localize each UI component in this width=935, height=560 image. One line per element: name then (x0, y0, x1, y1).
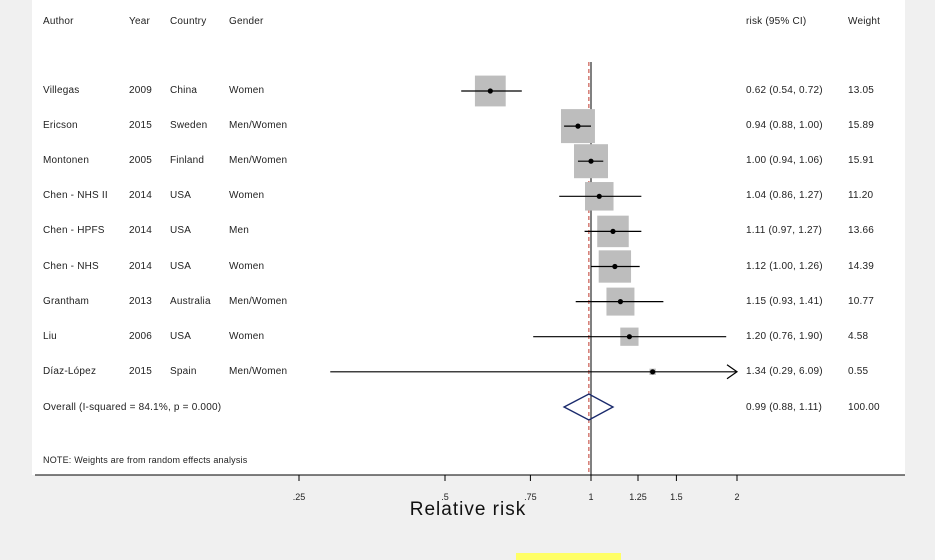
study-country: Sweden (170, 120, 208, 132)
overall-label: Overall (I-squared = 84.1%, p = 0.000) (43, 402, 222, 413)
study-year: 2014 (129, 260, 153, 272)
point-estimate (626, 334, 633, 340)
point-estimate (575, 123, 581, 129)
x-tick-label: 1.25 (629, 492, 647, 502)
study-country: USA (170, 260, 192, 272)
header-year: Year (129, 16, 151, 27)
study-gender: Men (229, 225, 250, 237)
study-gender: Men/Women (229, 295, 288, 307)
overall-ci-text: 0.99 (0.88, 1.11) (746, 402, 823, 413)
point-estimate (612, 263, 618, 270)
study-ci-text: 1.12 (1.00, 1.26) (746, 260, 823, 272)
study-country: USA (170, 225, 192, 237)
x-tick-label: 1 (588, 492, 594, 502)
study-weight: 14.39 (848, 260, 875, 272)
point-estimate (596, 193, 602, 199)
study-gender: Women (229, 85, 265, 96)
study-year: 2006 (129, 330, 153, 342)
study-gender: Men/Women (229, 155, 288, 167)
study-country: USA (170, 330, 192, 342)
study-author: Chen - NHS (43, 260, 99, 272)
study-weight: 10.77 (848, 295, 875, 307)
x-tick-label: 1.5 (670, 492, 683, 502)
study-ci-text: 1.34 (0.29, 6.09) (746, 365, 823, 377)
study-author: Chen - NHS II (43, 190, 108, 202)
overall-weight: 100.00 (848, 402, 880, 413)
point-estimate (487, 88, 493, 94)
x-axis-title: Relative risk (409, 499, 527, 520)
study-ci-text: 0.94 (0.88, 1.00) (746, 120, 823, 132)
study-year: 2009 (129, 85, 153, 96)
study-weight: 13.66 (848, 225, 875, 237)
study-ci-text: 1.11 (0.97, 1.27) (746, 225, 823, 237)
study-ci-text: 1.00 (0.94, 1.06) (746, 155, 823, 167)
study-author: Díaz-López (43, 365, 97, 377)
x-tick-label: 2 (734, 492, 740, 502)
study-ci-text: 1.04 (0.86, 1.27) (746, 190, 823, 202)
study-weight: 15.91 (848, 155, 875, 167)
study-year: 2005 (129, 155, 153, 167)
x-tick-label: .75 (524, 492, 537, 502)
yellow-highlight (516, 553, 621, 560)
study-weight: 0.55 (848, 365, 869, 377)
study-author: Chen - HPFS (43, 225, 105, 237)
study-country: Finland (170, 155, 205, 167)
study-ci-text: 1.15 (0.93, 1.41) (746, 295, 823, 307)
point-estimate (610, 228, 616, 234)
study-year: 2013 (129, 295, 153, 307)
study-gender: Women (229, 330, 265, 342)
study-weight: 11.20 (848, 190, 874, 202)
header-weight: Weight (848, 16, 881, 27)
study-country: China (170, 85, 198, 96)
study-year: 2015 (129, 365, 153, 377)
header-country: Country (170, 16, 207, 27)
overall-diamond (562, 393, 615, 421)
study-country: Spain (170, 365, 197, 377)
weights-note: NOTE: Weights are from random effects an… (43, 455, 248, 465)
study-ci-text: 1.20 (0.76, 1.90) (746, 330, 823, 342)
study-year: 2014 (129, 190, 153, 202)
study-gender: Women (229, 190, 265, 202)
x-tick-label: .25 (292, 492, 306, 502)
study-weight: 15.89 (848, 120, 875, 132)
study-author: Montonen (43, 155, 90, 167)
study-country: Australia (170, 295, 211, 307)
study-author: Grantham (43, 295, 90, 307)
study-gender: Women (229, 260, 265, 272)
point-estimate (588, 158, 594, 164)
header-risk-ci: risk (95% CI) (746, 16, 807, 27)
x-tick-label: .5 (441, 492, 449, 502)
point-estimate (650, 369, 656, 375)
study-author: Ericson (43, 120, 78, 132)
forest-plot-panel (32, 0, 905, 475)
point-estimate (617, 299, 624, 305)
study-year: 2015 (129, 120, 153, 132)
study-country: USA (170, 190, 192, 202)
header-gender: Gender (229, 16, 264, 27)
study-weight: 13.05 (848, 85, 875, 96)
study-ci-text: 0.62 (0.54, 0.72) (746, 85, 823, 96)
study-author: Villegas (43, 85, 80, 96)
study-weight: 4.58 (848, 330, 869, 342)
ci-arrow (726, 364, 739, 380)
header-author: Author (43, 16, 74, 27)
study-author: Liu (43, 330, 57, 342)
study-gender: Men/Women (229, 120, 288, 132)
study-gender: Men/Women (229, 365, 288, 377)
study-year: 2014 (129, 225, 153, 237)
